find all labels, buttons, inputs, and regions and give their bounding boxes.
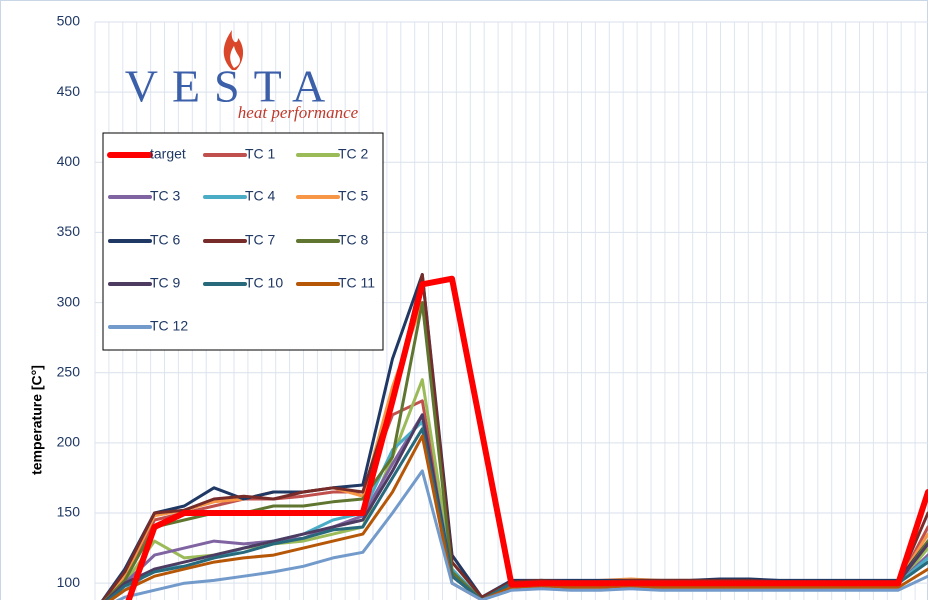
legend-label: TC 10 (245, 275, 283, 291)
y-tick-label: 500 (57, 13, 81, 29)
y-tick-label: 400 (57, 153, 81, 169)
legend-label: TC 4 (245, 188, 276, 204)
legend-label: TC 8 (338, 232, 369, 248)
y-tick-label: 250 (57, 363, 81, 379)
logo-text: VESTA (125, 61, 340, 112)
legend-label: TC 11 (338, 275, 375, 291)
legend-label: TC 12 (150, 318, 188, 334)
legend-label: target (150, 146, 186, 162)
y-axis-label: temperature [C°] (29, 365, 45, 475)
legend-label: TC 1 (245, 146, 276, 162)
y-tick-label: 300 (57, 293, 81, 309)
legend-label: TC 7 (245, 232, 276, 248)
legend-label: TC 2 (338, 146, 369, 162)
y-tick-label: 200 (57, 434, 81, 450)
logo: VESTA heat performance (125, 30, 359, 122)
legend: target TC 1 TC 2 TC 3 TC 4 TC 5 TC 6 TC 7 TC 8 TC… (102, 132, 384, 351)
logo-flame-inner (230, 46, 240, 68)
y-tick-label: 150 (57, 504, 81, 520)
legend-label: TC 6 (150, 232, 181, 248)
legend-label: TC 3 (150, 188, 181, 204)
series-line (115, 469, 928, 600)
legend-label: TC 9 (150, 275, 181, 291)
legend-label: TC 5 (338, 188, 369, 204)
y-tick-label: 350 (57, 223, 81, 239)
series-line (125, 275, 928, 600)
y-tick-label: 450 (57, 83, 81, 99)
y-tick-label: 100 (57, 574, 81, 590)
lines (101, 273, 928, 600)
logo-tagline: heat performance (238, 103, 359, 122)
